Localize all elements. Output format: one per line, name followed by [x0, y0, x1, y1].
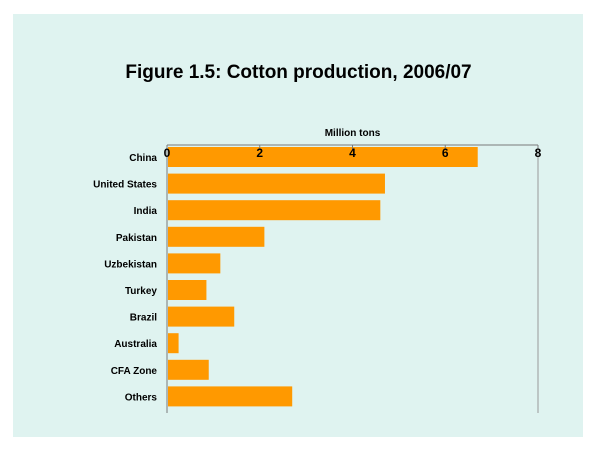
- category-label: Others: [125, 392, 158, 403]
- category-label: Uzbekistan: [104, 259, 157, 270]
- category-label: CFA Zone: [111, 366, 158, 377]
- bar: [168, 147, 478, 167]
- category-label: Brazil: [130, 313, 157, 324]
- x-tick-label: 4: [349, 146, 356, 160]
- bar: [168, 333, 179, 354]
- category-label: India: [134, 206, 158, 217]
- bar: [168, 200, 381, 221]
- bar: [168, 173, 385, 194]
- bar: [168, 386, 293, 407]
- category-label: Australia: [114, 339, 157, 350]
- bars-layer: [168, 147, 478, 407]
- x-tick-label: 8: [535, 146, 542, 160]
- category-label: United States: [93, 180, 157, 191]
- x-tick-label: 0: [164, 146, 171, 160]
- category-label: Pakistan: [116, 233, 157, 244]
- bar: [168, 226, 265, 247]
- category-label: Turkey: [125, 286, 157, 297]
- x-tick-label: 2: [256, 146, 263, 160]
- bar: [168, 253, 221, 274]
- x-axis-title: Million tons: [325, 128, 381, 139]
- bar: [168, 306, 235, 327]
- category-labels: China United States India Pakistan Uzbekista…: [93, 153, 157, 403]
- chart-panel: [13, 14, 583, 437]
- category-label: China: [129, 153, 157, 164]
- bar: [168, 359, 209, 380]
- chart-title: Figure 1.5: Cotton production, 2006/07: [125, 62, 472, 83]
- bar: [168, 280, 207, 300]
- x-tick-label: 6: [442, 146, 449, 160]
- x-ticks: 0 2 4 6 8: [164, 145, 542, 160]
